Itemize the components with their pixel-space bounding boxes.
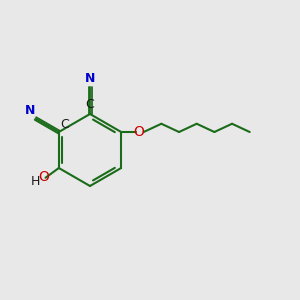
Text: N: N <box>25 104 35 117</box>
Text: C: C <box>60 118 69 131</box>
Text: N: N <box>85 73 95 85</box>
Text: O: O <box>38 170 49 184</box>
Text: C: C <box>85 98 94 111</box>
Text: H: H <box>31 175 40 188</box>
Text: O: O <box>134 125 145 139</box>
